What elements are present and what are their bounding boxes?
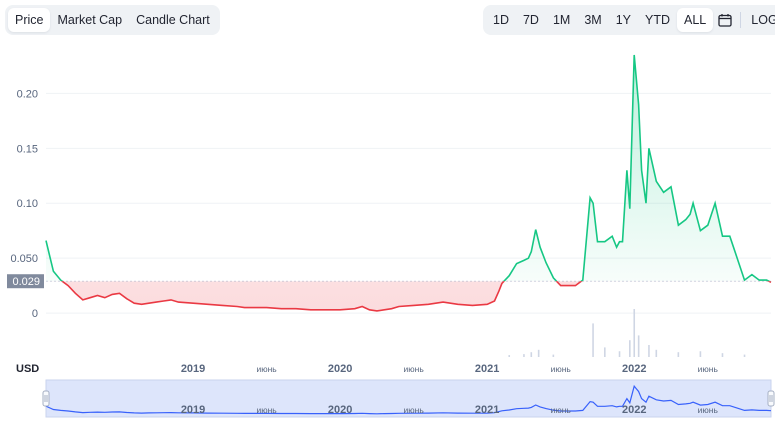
volume-bar (655, 349, 658, 357)
range-navigator[interactable]: 2019 июнь 2020 июнь 2021 июнь 2022 июнь (42, 379, 775, 418)
volume-bar (677, 352, 680, 357)
tab-market-cap[interactable]: Market Cap (57, 13, 123, 27)
y-tick-label: 0 (32, 308, 38, 320)
navigator-label: июнь (256, 405, 277, 415)
x-tick-label: 2019 (181, 363, 205, 375)
time-range-selector: 1D 7D 1M 3M 1Y YTD ALL LOG (483, 5, 775, 35)
tab-candle-chart[interactable]: Candle Chart (136, 13, 210, 27)
volume-bar (699, 351, 702, 357)
x-tick-label: 2020 (328, 363, 352, 375)
volume-bar (648, 345, 650, 357)
volume-bar (743, 354, 746, 357)
navigator-label: 2022 (622, 404, 646, 416)
navigator-label: июнь (404, 405, 425, 415)
x-tick-label: июнь (698, 364, 719, 374)
navigator-window[interactable] (45, 379, 772, 418)
navigator-handle-right[interactable] (767, 390, 775, 407)
calendar-icon-glyph (718, 14, 732, 27)
currency-label: USD (16, 363, 39, 375)
y-tick-label: 0.10 (17, 198, 38, 210)
price-line-up (45, 54, 771, 282)
tab-price[interactable]: Price (8, 8, 51, 32)
volume-bar (618, 351, 621, 357)
y-tick-label: 0.050 (10, 253, 38, 265)
volume-bar (592, 323, 594, 357)
price-line (45, 54, 772, 312)
volume-bar (523, 354, 525, 357)
x-tick-label: июнь (256, 364, 277, 374)
y-tick-label: 0.15 (17, 143, 38, 155)
y-tick-label: 0.20 (17, 88, 38, 100)
range-3m-button[interactable]: 3M (584, 13, 602, 27)
range-1m-button[interactable]: 1M (552, 13, 571, 27)
volume-bar (633, 309, 636, 357)
range-all-button[interactable]: ALL (677, 8, 714, 32)
x-tick-label: 2021 (475, 363, 499, 375)
log-scale-button[interactable]: LOG (751, 13, 775, 27)
chart-type-tabs: Price Market Cap Candle Chart (5, 5, 220, 35)
price-area (46, 55, 771, 311)
area-above-reference (46, 55, 771, 282)
volume-bar (721, 353, 724, 357)
axis-labels: 0 0.050 0.10 0.15 0.20 0.029 2019 июнь 2020 июнь 2… (7, 88, 718, 375)
calendar-icon[interactable] (713, 8, 737, 32)
x-tick-label: июнь (404, 364, 425, 374)
navigator-label: 2020 (328, 404, 352, 416)
range-ytd-button[interactable]: YTD (645, 13, 671, 27)
range-divider (740, 12, 742, 28)
volume-bar (537, 349, 540, 357)
chart-gridlines (46, 92, 771, 314)
volume-bar (530, 352, 533, 357)
volume-bars (508, 309, 746, 357)
navigator-series (45, 384, 772, 415)
navigator-handle-left[interactable] (42, 390, 50, 407)
current-price-badge (7, 274, 44, 289)
volume-bar (552, 354, 555, 357)
range-1d-button[interactable]: 1D (493, 13, 509, 27)
range-1y-button[interactable]: 1Y (615, 13, 632, 27)
navigator-label: июнь (698, 405, 719, 415)
area-below-reference (62, 281, 771, 311)
x-tick-label: июнь (551, 364, 572, 374)
price-line-down (60, 281, 772, 312)
volume-bar (629, 340, 631, 357)
navigator-label: 2021 (475, 404, 499, 416)
navigator-label: июнь (551, 405, 572, 415)
current-price-label: 0.029 (12, 276, 40, 288)
range-7d-button[interactable]: 7D (522, 13, 539, 27)
volume-bar (637, 335, 640, 357)
volume-bar (508, 355, 511, 357)
navigator-label: 2019 (181, 404, 205, 416)
x-tick-label: 2022 (622, 363, 646, 375)
volume-bar (604, 347, 606, 357)
